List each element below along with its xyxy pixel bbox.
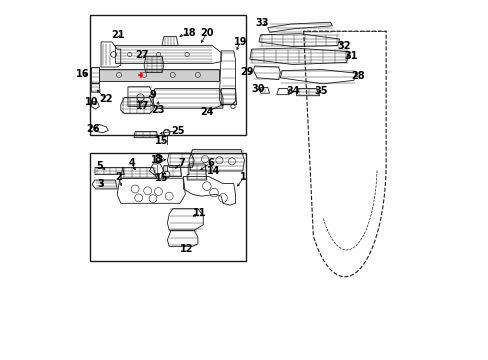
Text: 4: 4 xyxy=(128,158,135,168)
Text: 13: 13 xyxy=(151,155,164,165)
Text: 17: 17 xyxy=(135,102,149,112)
Text: 30: 30 xyxy=(251,84,264,94)
Text: 12: 12 xyxy=(179,244,193,254)
Text: 22: 22 xyxy=(99,94,112,104)
Text: 21: 21 xyxy=(111,30,125,40)
Text: 28: 28 xyxy=(351,71,365,81)
Text: 26: 26 xyxy=(86,124,100,134)
Text: 34: 34 xyxy=(285,86,299,96)
Text: 8: 8 xyxy=(154,154,161,164)
Text: 32: 32 xyxy=(337,41,350,50)
Text: 23: 23 xyxy=(151,105,164,115)
Text: 31: 31 xyxy=(344,51,357,61)
Text: 15: 15 xyxy=(155,136,168,146)
Bar xyxy=(89,153,245,261)
Text: 1: 1 xyxy=(240,172,246,182)
Text: 24: 24 xyxy=(200,107,213,117)
Text: 27: 27 xyxy=(135,50,149,60)
Text: 9: 9 xyxy=(149,90,156,100)
Bar xyxy=(89,15,245,135)
Text: 20: 20 xyxy=(200,28,213,38)
Text: 11: 11 xyxy=(193,208,206,218)
Text: 6: 6 xyxy=(206,158,213,168)
Text: 35: 35 xyxy=(314,86,327,96)
Text: 16: 16 xyxy=(76,69,89,79)
Text: 3: 3 xyxy=(97,179,103,189)
Text: 18: 18 xyxy=(183,28,196,38)
Text: 33: 33 xyxy=(254,18,268,28)
Text: 7: 7 xyxy=(178,158,185,168)
Text: 5: 5 xyxy=(96,161,102,171)
Text: 2: 2 xyxy=(115,172,122,182)
Text: 15: 15 xyxy=(155,173,168,183)
Text: 10: 10 xyxy=(85,97,99,107)
Text: 25: 25 xyxy=(171,126,184,135)
Text: 29: 29 xyxy=(240,67,254,77)
Text: 19: 19 xyxy=(233,37,246,47)
Text: 14: 14 xyxy=(207,166,220,176)
